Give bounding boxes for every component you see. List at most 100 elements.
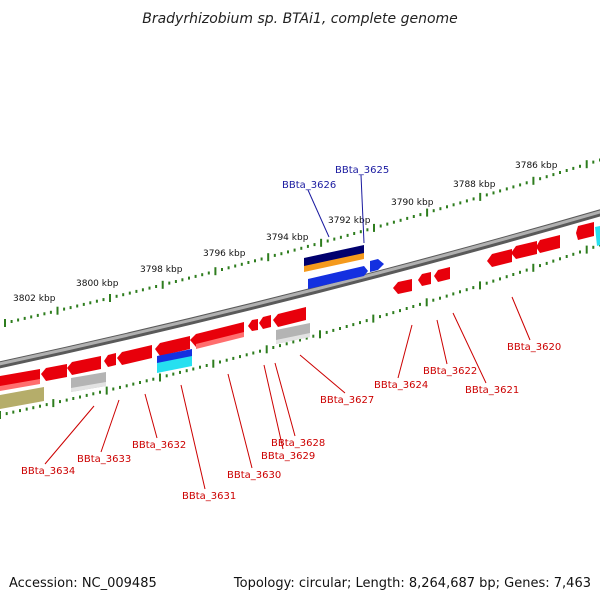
minor-tick <box>185 369 188 373</box>
gene-feature-bbta-3621[interactable] <box>434 267 450 282</box>
minor-tick <box>459 290 461 294</box>
minor-tick <box>392 220 395 224</box>
gene-label-bbta-3625[interactable]: BBta_3625 <box>335 165 389 176</box>
gene-feature-olive[interactable] <box>0 387 44 409</box>
minor-tick <box>579 250 581 254</box>
gene-feature-blue-lower[interactable] <box>157 349 192 364</box>
minor-tick <box>485 281 488 285</box>
major-tick <box>532 176 535 185</box>
major-tick <box>372 314 375 323</box>
scale-label-3800: 3800 kbp <box>76 279 119 289</box>
minor-tick <box>254 259 256 263</box>
gene-label-bbta-3628[interactable]: BBta_3628 <box>271 438 325 449</box>
gene-label-bbta-3620[interactable]: BBta_3620 <box>507 342 561 353</box>
minor-tick <box>445 294 448 298</box>
gene-label-bbta-3630[interactable]: BBta_3630 <box>227 470 281 481</box>
minor-tick <box>339 235 342 239</box>
gene-label-bbta-3632[interactable]: BBta_3632 <box>132 440 186 451</box>
forward-label-leaders <box>307 174 365 244</box>
minor-tick <box>165 374 168 378</box>
gene-feature-bbta-3626[interactable] <box>308 266 368 289</box>
minor-tick <box>346 233 349 237</box>
minor-tick <box>592 160 595 164</box>
gene-label-bbta-3621[interactable]: BBta_3621 <box>465 385 519 396</box>
gene-feature-bbta-3634[interactable] <box>0 369 40 389</box>
gene-feature-bbta-3629[interactable] <box>259 315 271 329</box>
minor-tick <box>559 257 561 261</box>
minor-tick <box>406 216 409 220</box>
minor-tick <box>125 384 128 388</box>
gene-feature-small-blue[interactable] <box>370 259 384 272</box>
gene-feature-cyan-edge <box>595 226 600 246</box>
gene-label-bbta-3624[interactable]: BBta_3624 <box>374 380 428 391</box>
minor-tick <box>172 372 175 376</box>
gene-label-bbta-3631[interactable]: BBta_3631 <box>182 491 236 502</box>
scale-label-3796: 3796 kbp <box>203 249 246 259</box>
gene-label-bbta-3634[interactable]: BBta_3634 <box>21 466 75 477</box>
major-tick <box>109 294 111 302</box>
gene-feature-bbta-3630[interactable] <box>190 322 244 347</box>
minor-tick <box>332 328 335 332</box>
gene-label-bbta-3629[interactable]: BBta_3629 <box>261 451 315 462</box>
gene-feature-small-red[interactable] <box>104 353 116 367</box>
major-tick <box>265 345 268 354</box>
major-tick <box>56 306 59 315</box>
minor-tick <box>353 232 356 235</box>
gene-feature-cyan-lower[interactable] <box>157 356 192 373</box>
minor-tick <box>339 327 341 330</box>
gene-feature-bbta-3625[interactable] <box>304 245 364 267</box>
minor-tick <box>82 302 85 306</box>
accession-text: Accession: NC_009485 <box>9 576 157 591</box>
minor-tick <box>65 398 68 402</box>
gene-feature-r2[interactable] <box>536 235 560 253</box>
minor-tick <box>122 293 125 297</box>
minor-tick <box>59 400 61 404</box>
minor-tick <box>333 237 336 241</box>
minor-tick <box>199 365 201 369</box>
minor-tick <box>300 246 303 250</box>
gene-feature-r1[interactable] <box>576 222 594 240</box>
minor-tick <box>313 243 316 247</box>
gene-feature-bbta-3628[interactable] <box>248 319 258 331</box>
gene-feature-r8[interactable] <box>273 307 306 327</box>
forward-scale-ticks <box>4 158 600 327</box>
minor-tick <box>512 185 515 189</box>
minor-tick <box>419 213 422 217</box>
minor-tick <box>89 301 92 305</box>
minor-tick <box>221 268 223 271</box>
minor-tick <box>92 392 95 396</box>
gene-feature-bbta-3633[interactable] <box>67 356 101 375</box>
forward-features <box>304 226 600 289</box>
gene-feature-r3[interactable] <box>511 241 537 259</box>
major-tick <box>161 280 164 289</box>
minor-tick <box>552 259 555 263</box>
gene-feature-bbta-3632[interactable] <box>117 345 152 365</box>
gene-feature-bbta-3620[interactable] <box>487 249 512 267</box>
minor-tick <box>188 276 190 280</box>
scale-label-3798: 3798 kbp <box>140 265 183 275</box>
minor-tick <box>240 262 243 266</box>
minor-tick <box>592 245 595 249</box>
gene-label-bbta-3633[interactable]: BBta_3633 <box>77 454 131 465</box>
minor-tick <box>219 360 221 364</box>
gene-feature-bbta-3624[interactable] <box>393 279 412 294</box>
gene-label-bbta-3622[interactable]: BBta_3622 <box>423 366 477 377</box>
minor-tick <box>39 404 41 408</box>
minor-tick <box>572 252 575 256</box>
gene-feature-bbta-3631[interactable] <box>155 336 190 356</box>
minor-tick <box>439 207 442 211</box>
gene-feature-r16[interactable] <box>41 364 67 381</box>
minor-tick <box>76 304 79 308</box>
gene-label-bbta-3626[interactable]: BBta_3626 <box>282 180 336 191</box>
minor-tick <box>135 289 138 293</box>
gene-feature-bbta-3622[interactable] <box>418 272 431 286</box>
minor-tick <box>32 406 35 410</box>
scale-label-3788: 3788 kbp <box>453 180 496 190</box>
gene-label-bbta-3627[interactable]: BBta_3627 <box>320 395 374 406</box>
minor-tick <box>23 316 26 320</box>
minor-tick <box>565 255 568 258</box>
minor-tick <box>412 305 415 308</box>
minor-tick <box>386 222 389 226</box>
minor-tick <box>472 197 475 201</box>
